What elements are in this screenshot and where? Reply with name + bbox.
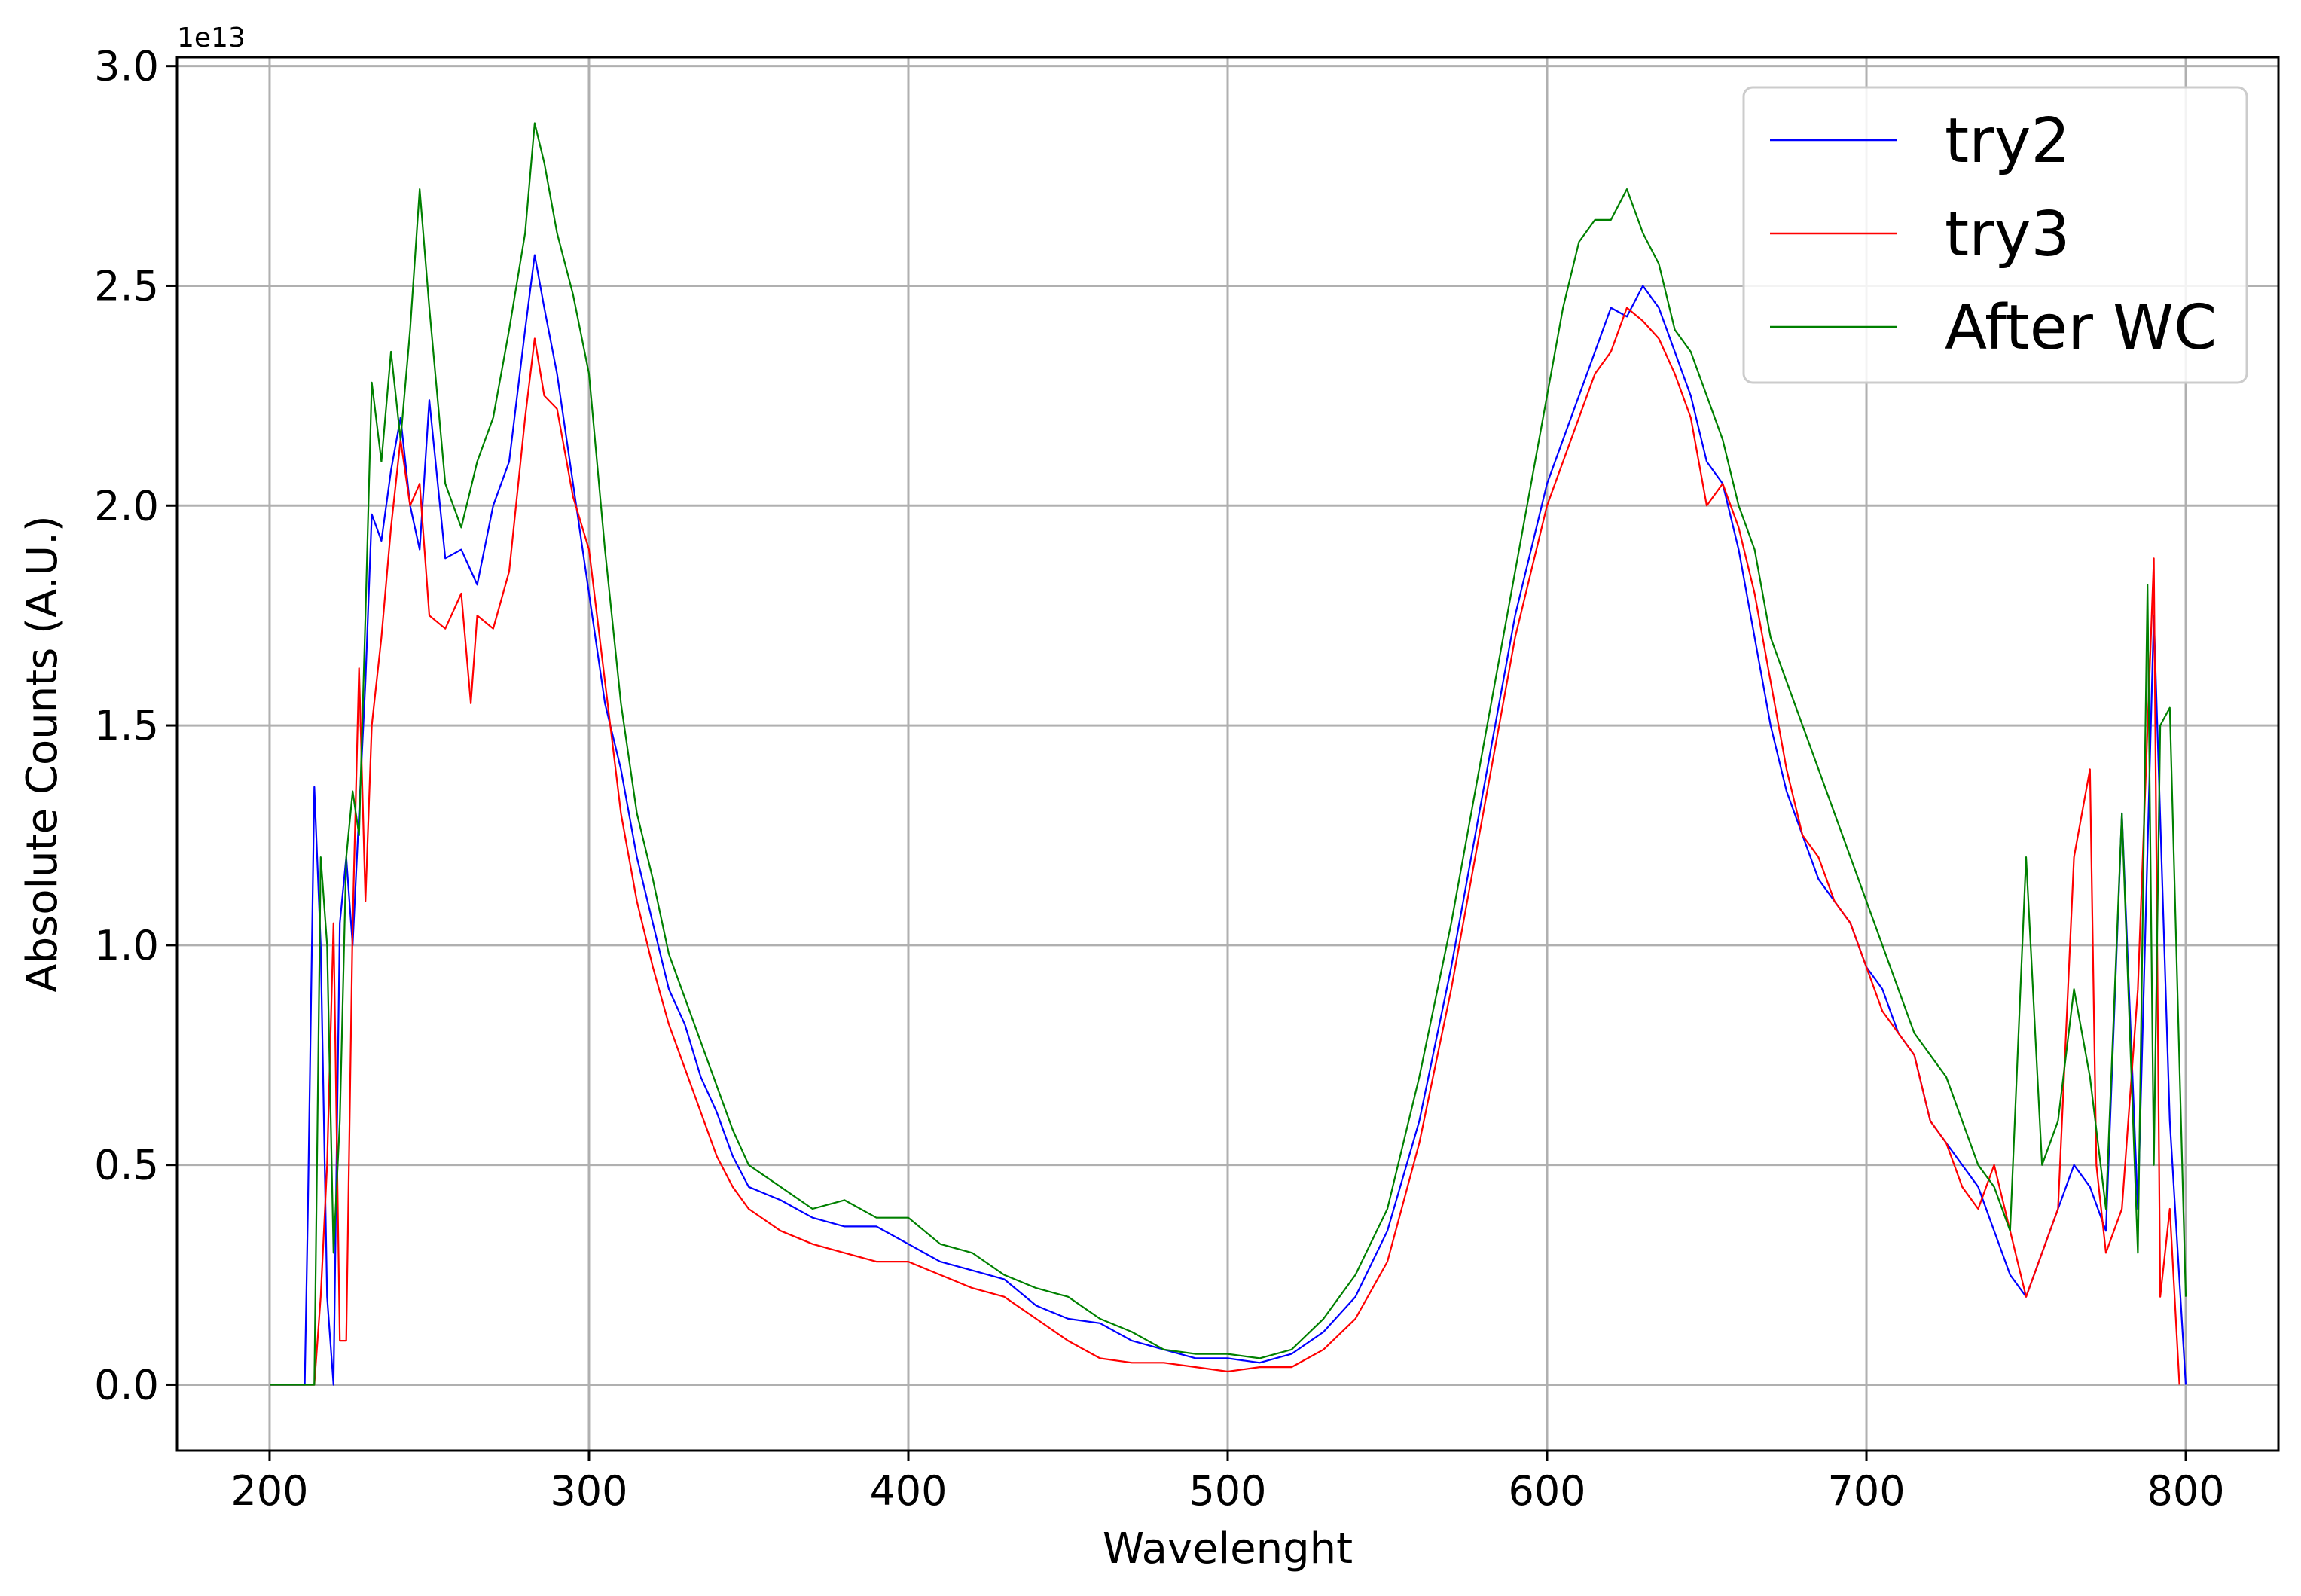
plot-area [270,122,2187,1386]
x-tick-label: 700 [1827,1467,1905,1515]
x-tick-label: 300 [550,1467,627,1515]
legend-box [1742,86,2248,384]
y-tick-label: 1.5 [94,702,159,749]
x-tick-label: 500 [1189,1467,1266,1515]
y-tick-label: 3.0 [94,43,159,90]
tick-labels: 200 300 400 500 600 700 800 0.0 0.5 1.0 1.5 2.0 2.5 3… [94,43,2224,1515]
y-tick-label: 1.0 [94,922,159,969]
series-layer [270,122,2187,1386]
y-tick-label: 2.0 [94,482,159,529]
legend-label: try3 [1945,199,2071,270]
grid-lines [177,57,2278,1451]
legend-label: try2 [1945,105,2071,177]
x-tick-label: 400 [869,1467,947,1515]
x-tick-label: 200 [230,1467,308,1515]
y-offset-label: 1e13 [177,23,246,53]
axis-ticks [166,65,2187,1461]
y-tick-label: 0.5 [94,1142,159,1189]
y-tick-label: 0.0 [94,1361,159,1408]
x-tick-label: 800 [2147,1467,2224,1515]
legend: try2 try3 After WC [1742,86,2248,384]
y-axis-title: Absolute Counts (A.U.) [18,515,67,992]
series-line-after-wc [270,122,2187,1386]
x-axis-title: Wavelenght [1103,1524,1353,1573]
legend-label: After WC [1945,292,2217,364]
series-line-try3 [270,307,2180,1386]
x-tick-label: 600 [1508,1467,1585,1515]
y-tick-label: 2.5 [94,262,159,310]
